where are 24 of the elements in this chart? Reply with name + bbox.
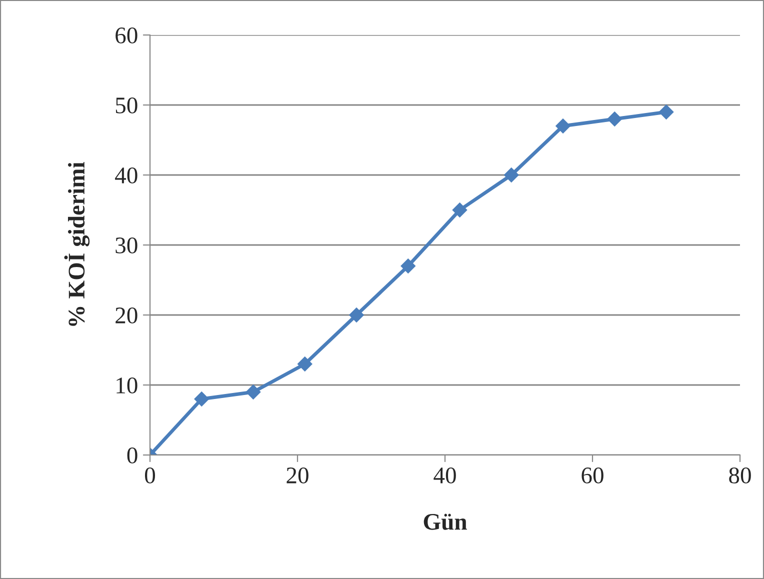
x-tick-label: 80 <box>729 467 751 484</box>
y-tick-label: 60 <box>116 27 138 44</box>
point <box>607 112 622 126</box>
point <box>297 356 312 372</box>
x-tick-label: 20 <box>286 467 308 484</box>
point <box>349 308 364 322</box>
point <box>556 118 570 134</box>
y-tick-label: 30 <box>116 237 138 254</box>
x-tick-label: 60 <box>582 467 604 484</box>
y-tick-label: 10 <box>116 377 138 394</box>
y-tick-label: 50 <box>116 97 138 114</box>
point <box>658 104 674 120</box>
point <box>400 258 416 274</box>
point <box>452 202 468 218</box>
point <box>246 384 261 400</box>
y-tick-label: 20 <box>116 307 138 324</box>
y-tick-label: 0 <box>127 447 138 464</box>
x-tick-label: 0 <box>144 467 156 484</box>
y-tick-label: 40 <box>115 167 138 184</box>
point <box>504 168 519 182</box>
x-tick-label: 40 <box>434 467 456 484</box>
y-axis-title: % KOİ giderimi <box>64 162 90 326</box>
x-axis-title: Gün <box>424 514 467 530</box>
point <box>194 392 210 406</box>
